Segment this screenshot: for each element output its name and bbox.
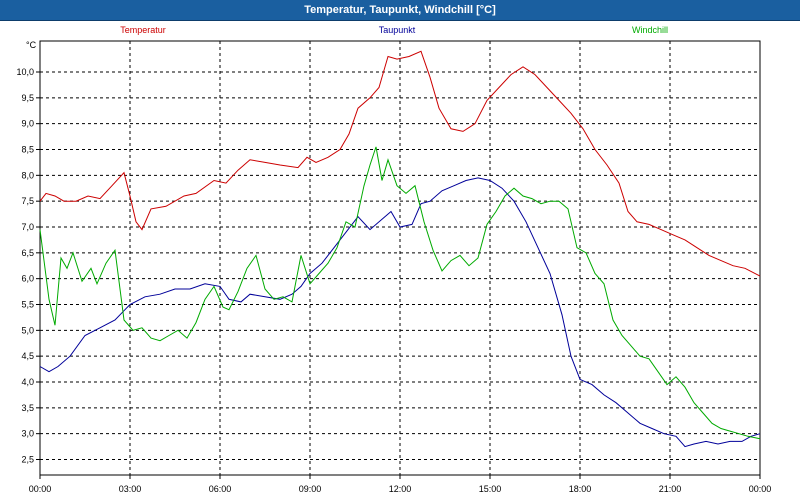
y-tick-label: 3,5 [21, 403, 34, 413]
x-tick-time-label: 09:00 [299, 484, 322, 494]
y-unit-label: °C [26, 40, 37, 50]
series-layer [39, 50, 761, 448]
y-tick-label: 5,0 [21, 325, 34, 335]
x-tick-time-label: 12:00 [389, 484, 412, 494]
legend-entry-taupunkt: Taupunkt [379, 25, 416, 35]
axis-layer: 2,5 3,0 3,5 4,0 4,5 5,0 5,5 6,0 6,5 7,0 7,5 8,0 8,5 9… [16, 40, 772, 494]
x-tick-time-label: 21:00 [659, 484, 682, 494]
series-line-temperatur [39, 50, 761, 277]
y-tick-label: 8,0 [21, 170, 34, 180]
y-tick-label: 3,0 [21, 429, 34, 439]
x-tick-time-label: 03:00 [119, 484, 142, 494]
y-tick-label: 6,0 [21, 274, 34, 284]
chart-title: Temperatur, Taupunkt, Windchill [°C] [0, 0, 800, 21]
chart-area: 2,5 3,0 3,5 4,0 4,5 5,0 5,5 6,0 6,5 7,0 7,5 8,0 8,5 9… [16, 25, 772, 494]
x-tick-time-label: 06:00 [209, 484, 232, 494]
y-tick-label: 9,5 [21, 93, 34, 103]
x-tick-time-label: 15:00 [479, 484, 502, 494]
legend-entry-windchill: Windchill [632, 25, 668, 35]
y-tick-label: 4,0 [21, 377, 34, 387]
y-tick-label: 8,5 [21, 145, 34, 155]
legend-layer: Temperatur Taupunkt Windchill [120, 25, 668, 35]
series-line-taupunkt [39, 177, 761, 448]
y-tick-label: 6,5 [21, 248, 34, 258]
y-tick-label: 7,5 [21, 196, 34, 206]
y-tick-label: 9,0 [21, 119, 34, 129]
y-tick-label: 7,0 [21, 222, 34, 232]
legend-entry-temperatur: Temperatur [120, 25, 166, 35]
y-tick-label: 2,5 [21, 455, 34, 465]
x-tick-time-label: 00:00 [29, 484, 52, 494]
x-tick-time-label: 00:00 [749, 484, 772, 494]
series-line-windchill [39, 146, 761, 440]
y-tick-label: 5,5 [21, 300, 34, 310]
y-tick-label: 4,5 [21, 351, 34, 361]
x-tick-time-label: 18:00 [569, 484, 592, 494]
y-tick-label: 10,0 [16, 67, 34, 77]
